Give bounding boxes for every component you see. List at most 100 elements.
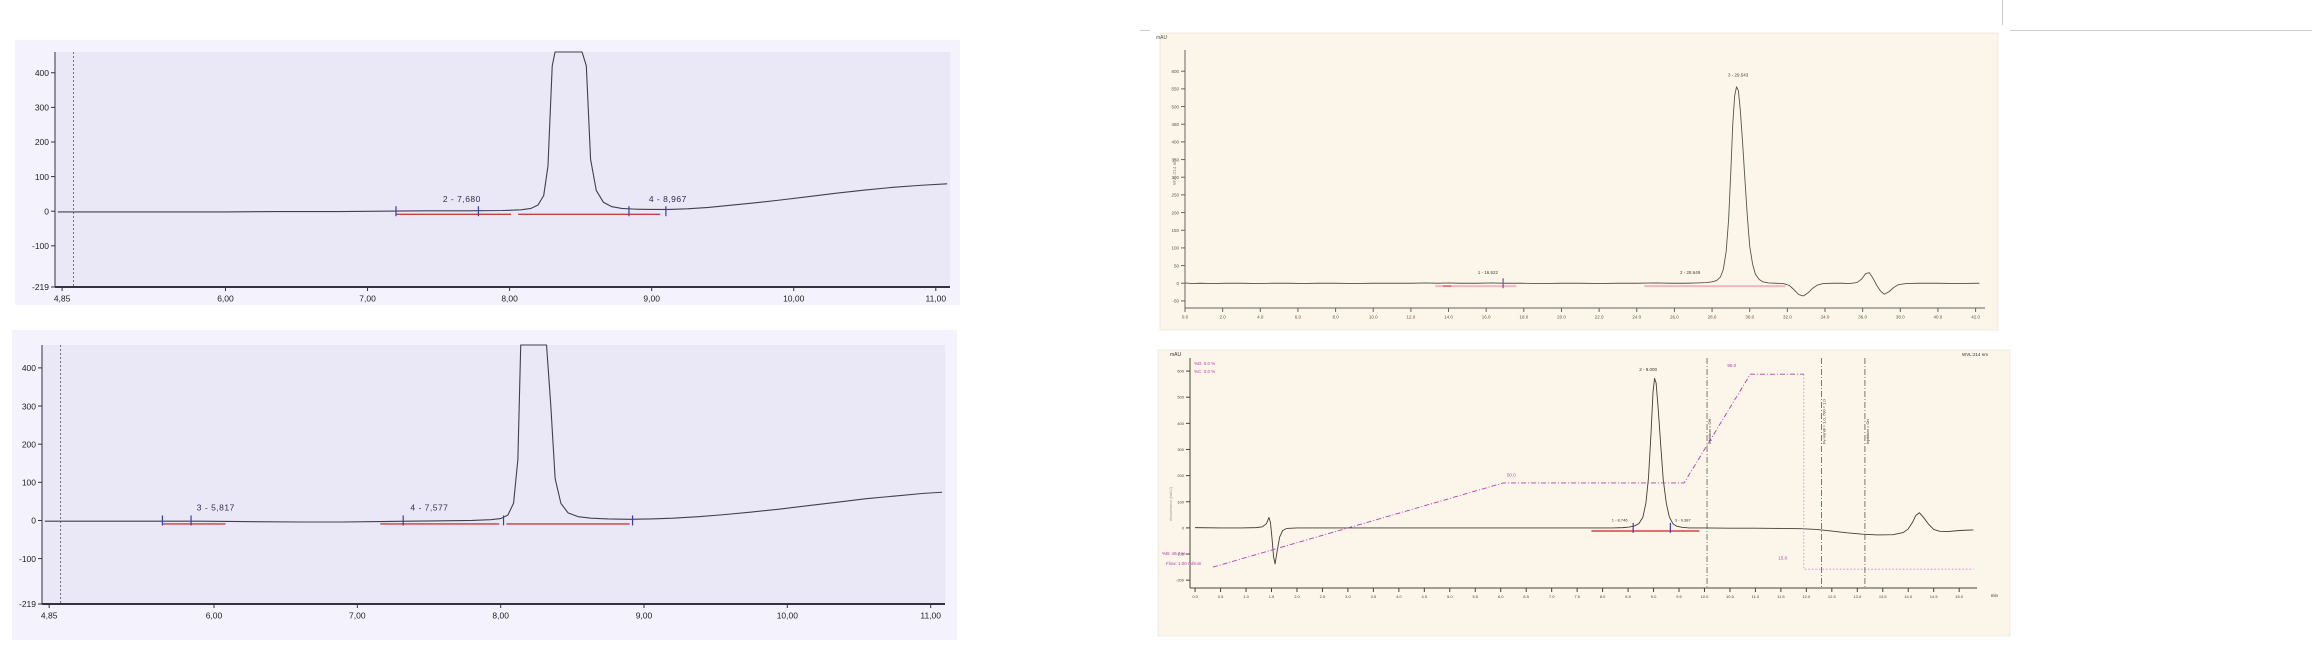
event-vline-label: Fv-Ventil = 1.0, 700 = 1.0 xyxy=(1822,399,1827,444)
peak-annotation-label: 50.0 xyxy=(1507,473,1516,478)
x-tick-label: 7,00 xyxy=(359,294,376,304)
x-tick-label: 8.0 xyxy=(1600,594,1606,599)
y-tick-label: 100 xyxy=(22,478,36,488)
y-tick-label: 400 xyxy=(1171,140,1179,145)
y-tick-label: 250 xyxy=(1171,193,1179,198)
peak-annotation-label: Flow: 1.00 ml/min xyxy=(1166,561,1202,566)
y-tick-label: -100 xyxy=(19,554,36,564)
y-tick-label: 450 xyxy=(1171,122,1179,127)
y-tick-label: 400 xyxy=(22,363,36,373)
y-tick-label: 100 xyxy=(35,172,49,182)
x-tick-label: 22.0 xyxy=(1595,315,1604,320)
x-tick-label: 13.0 xyxy=(1853,594,1862,599)
event-vline-label: Injektion = On xyxy=(1865,419,1870,444)
x-tick-label: 5.0 xyxy=(1447,594,1453,599)
peak-annotation-label: 2 - 7,680 xyxy=(443,194,481,204)
x-tick-label: 8.5 xyxy=(1625,594,1631,599)
peak-annotation-label: 1 - 8.746 xyxy=(1612,518,1629,523)
x-tick-label: 4.5 xyxy=(1422,594,1428,599)
y-tick-label: -100 xyxy=(32,241,49,251)
x-tick-label: 4.0 xyxy=(1257,315,1264,320)
x-tick-label: 5.5 xyxy=(1472,594,1478,599)
x-tick-label: 7,00 xyxy=(349,611,366,621)
peak-annotation-label: 1 - 16.522 xyxy=(1478,270,1499,275)
y-tick-label: 500 xyxy=(1171,104,1179,109)
chromatogram-top-left: 400 300 200 100 0 -100 -219 4,85 6,00 7,00 8,00 9,0… xyxy=(15,40,960,305)
y-tick-label: 200 xyxy=(22,439,36,449)
x-tick-label: 11.0 xyxy=(1752,594,1760,599)
peak-annotation-label: 4 - 8,967 xyxy=(649,194,687,204)
x-tick-label: 6,00 xyxy=(206,611,223,621)
x-tick-label: 8.0 xyxy=(1332,315,1339,320)
y-tick-label: 600 xyxy=(1177,369,1184,374)
uv-trace-line xyxy=(44,344,943,523)
y-tick-label: 300 xyxy=(1177,447,1184,452)
peak-annotation-label: %B: 49.7 % xyxy=(1162,551,1186,556)
x-tick-label: 6.0 xyxy=(1498,594,1504,599)
x-tick-label: 11.5 xyxy=(1777,594,1785,599)
x-tick-label: 16.0 xyxy=(1482,315,1491,320)
y-tick-label: 0 xyxy=(44,206,49,216)
x-tick-label: 36.0 xyxy=(1858,315,1867,320)
x-tick-label: 6.0 xyxy=(1295,315,1302,320)
peak-annotation-label: WVL:214 nm xyxy=(1962,352,1988,357)
y-tick-label: 100 xyxy=(1171,246,1179,251)
x-tick-label: 9,00 xyxy=(636,611,653,621)
x-tick-label: 32.0 xyxy=(1783,315,1792,320)
y-tick-label: 300 xyxy=(1171,175,1179,180)
y-tick-label: 350 xyxy=(1171,157,1179,162)
y-tick-label: 200 xyxy=(1177,473,1184,478)
peak-annotation-label: mAU xyxy=(1170,352,1182,358)
y-tick-label: 0 xyxy=(1176,281,1179,286)
x-tick-label: 14.5 xyxy=(1930,594,1939,599)
y-tick-label: 400 xyxy=(35,68,49,78)
x-tick-label: 2.0 xyxy=(1294,594,1300,599)
y-tick-label: -100 xyxy=(1176,552,1185,557)
uv-trace-line xyxy=(1195,377,1974,565)
x-tick-label: 9.0 xyxy=(1651,594,1657,599)
x-tick-label: 1.5 xyxy=(1269,594,1275,599)
y-tick-label: 150 xyxy=(1171,228,1179,233)
peak-annotation-label: 2 - 9.000 xyxy=(1639,367,1657,372)
x-tick-label: 20.0 xyxy=(1557,315,1566,320)
peak-annotation-label: 3 - 5,817 xyxy=(197,503,235,513)
gradient-return-line xyxy=(1803,374,1974,570)
x-tick-label: 4.0 xyxy=(1396,594,1402,599)
x-tick-label: 26.0 xyxy=(1670,315,1679,320)
y-tick-label: 600 xyxy=(1171,69,1179,74)
x-tick-label: 11,00 xyxy=(920,611,941,621)
x-tick-label: 3.0 xyxy=(1345,594,1351,599)
x-tick-label: 12.0 xyxy=(1406,315,1415,320)
x-tick-label: 0.0 xyxy=(1192,594,1198,599)
y-tick-label: 300 xyxy=(35,103,49,113)
x-tick-label: 40.0 xyxy=(1934,315,1943,320)
y-tick-label: -219 xyxy=(19,599,36,609)
y-tick-label: 500 xyxy=(1177,395,1184,400)
y-tick-label: 200 xyxy=(1171,210,1179,215)
peak-annotation-label: mAU xyxy=(1156,35,1168,41)
x-tick-label: 4,85 xyxy=(41,611,58,621)
y-tick-label: 50 xyxy=(1174,263,1180,268)
peak-annotation-label: 3 - 29.543 xyxy=(1728,73,1749,78)
y-tick-label: 400 xyxy=(1177,421,1184,426)
x-tick-label: 12.5 xyxy=(1828,594,1837,599)
event-vline-label: Injektion = Off xyxy=(1707,418,1712,444)
x-tick-label: 10,00 xyxy=(777,611,799,621)
peak-annotation-label: 2 - 28.649 xyxy=(1680,270,1701,275)
peak-annotation-label: Absorbance [mAU] xyxy=(1168,487,1173,521)
uv-trace-line xyxy=(1184,86,1980,297)
gradient-percent-b-line xyxy=(1212,373,1804,568)
peak-annotation-label: 3 - 9.387 xyxy=(1675,518,1692,523)
chart-paper-area xyxy=(1159,32,1999,331)
plot-area xyxy=(55,52,950,287)
y-tick-label: 200 xyxy=(35,137,49,147)
x-tick-label: 8,00 xyxy=(501,294,518,304)
peak-annotation-label: %C: 0.0 % xyxy=(1194,369,1215,374)
x-tick-label: 18.0 xyxy=(1519,315,1528,320)
peak-annotation-label: 95.0 xyxy=(1727,363,1736,368)
peak-annotation-label: 4 - 7,577 xyxy=(410,503,448,513)
x-tick-label: 14.0 xyxy=(1904,594,1913,599)
x-tick-label: 3.5 xyxy=(1371,594,1377,599)
x-tick-label: 10.5 xyxy=(1726,594,1735,599)
x-tick-label: 9,00 xyxy=(643,294,660,304)
